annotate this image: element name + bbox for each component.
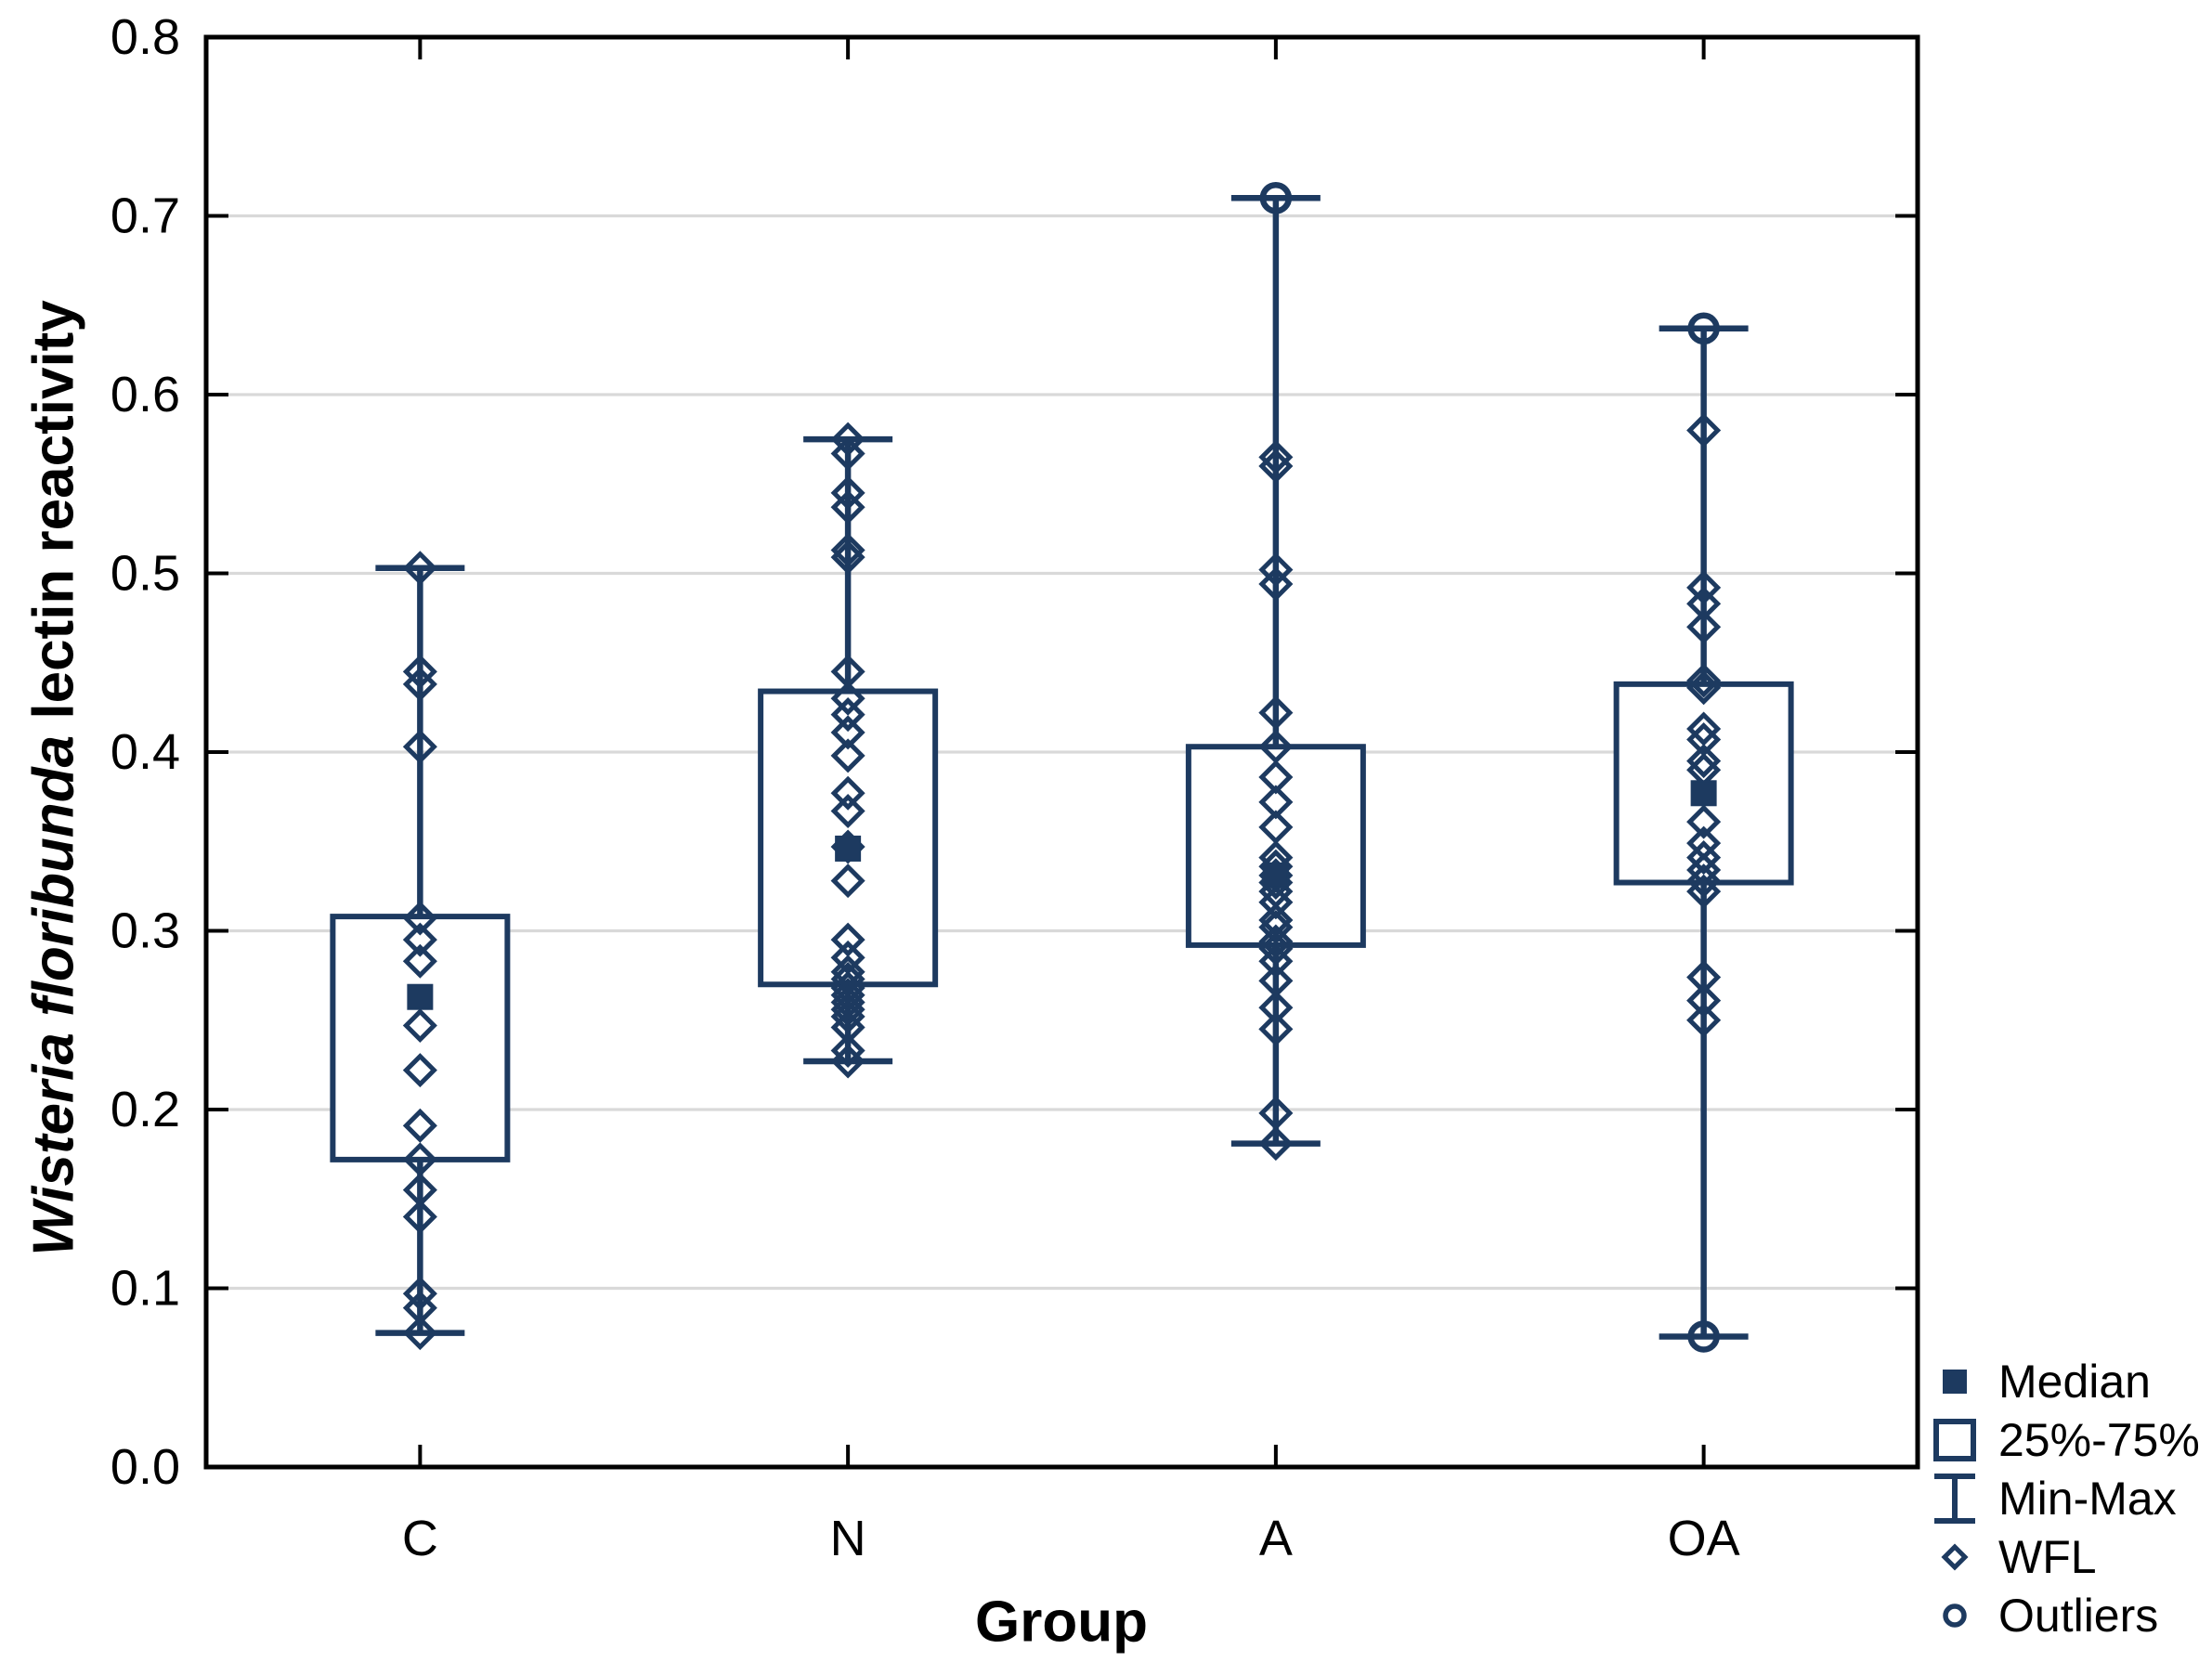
wfl-point-diamond	[1258, 943, 1294, 979]
wfl-point-diamond	[1258, 1011, 1294, 1046]
y-tick-label: 0.6	[111, 367, 180, 422]
wfl-point-diamond	[1686, 863, 1722, 899]
wfl-point-diamond	[1686, 874, 1722, 909]
wfl-point-diamond	[1686, 586, 1722, 621]
wfl-point-diamond	[830, 738, 865, 773]
wfl-point-diamond	[402, 667, 437, 702]
x-group-label: A	[1259, 1511, 1293, 1566]
y-axis-title: Wisteria floribunda lectin reactivity	[21, 300, 87, 1256]
legend-box-icon	[1933, 1419, 1976, 1461]
wfl-point-diamond	[1258, 439, 1294, 474]
legend-outlier-circle-icon	[1943, 1604, 1967, 1628]
wfl-point-diamond	[830, 793, 865, 829]
wfl-point-diamond	[1686, 570, 1722, 605]
wfl-point-diamond	[1686, 804, 1722, 839]
wfl-point-diamond	[402, 1199, 437, 1235]
y-axis-title-rest: lectin reactivity	[21, 300, 86, 735]
outlier-circle	[1687, 312, 1720, 345]
x-group-label: C	[402, 1511, 438, 1566]
wfl-point-diamond	[830, 697, 865, 733]
wfl-point-diamond	[830, 489, 865, 525]
wfl-point-diamond	[830, 1009, 865, 1045]
y-tick-label: 0.2	[111, 1082, 180, 1137]
wfl-point-diamond	[402, 551, 437, 586]
wfl-point-diamond	[830, 532, 865, 568]
y-tick-label: 0.4	[111, 724, 180, 780]
legend-label: Min-Max	[1998, 1473, 2177, 1525]
wfl-point-diamond	[830, 435, 865, 472]
wfl-point-diamond	[1686, 840, 1722, 876]
wfl-point-diamond	[830, 681, 865, 716]
legend-label: Outliers	[1998, 1590, 2158, 1642]
wfl-point-diamond	[830, 715, 865, 750]
median-square	[1262, 862, 1289, 889]
wfl-point-diamond	[402, 1007, 437, 1044]
wfl-point-diamond	[1258, 566, 1294, 602]
wfl-point-diamond	[1686, 1003, 1722, 1038]
wfl-point-diamond	[402, 729, 437, 764]
y-tick-label: 0.1	[111, 1261, 180, 1317]
legend-label: Median	[1998, 1356, 2151, 1408]
wfl-point-diamond	[402, 654, 437, 689]
wfl-point-diamond	[830, 422, 865, 457]
wfl-point-diamond	[1258, 695, 1294, 731]
wfl-point-diamond	[1258, 1126, 1294, 1162]
outlier-circle	[1259, 182, 1293, 214]
x-axis-title: Group	[975, 1590, 1148, 1655]
y-tick-label: 0.0	[111, 1439, 180, 1495]
wfl-point-diamond	[830, 922, 865, 957]
wfl-point-diamond	[830, 999, 865, 1034]
y-tick-label: 0.5	[111, 546, 180, 602]
wfl-point-diamond	[402, 943, 437, 979]
outlier-circle	[1687, 1320, 1720, 1353]
median-square	[835, 835, 862, 862]
wfl-point-diamond	[830, 992, 865, 1027]
wfl-point-diamond	[402, 922, 437, 957]
x-group-label: N	[830, 1511, 866, 1566]
wfl-point-diamond	[1258, 910, 1294, 945]
wfl-point-diamond	[402, 901, 437, 936]
y-axis-title-species: Wisteria floribunda	[21, 734, 86, 1256]
wfl-point-diamond	[1258, 931, 1294, 967]
wfl-point-diamond	[1686, 412, 1722, 448]
legend-median-icon	[1943, 1370, 1967, 1394]
wfl-point-diamond	[1686, 609, 1722, 644]
wfl-point-diamond	[1258, 924, 1294, 959]
median-square	[407, 983, 434, 1010]
wfl-point-diamond	[402, 1316, 437, 1351]
wfl-point-diamond	[1258, 990, 1294, 1025]
wfl-point-diamond	[830, 863, 865, 899]
legend-label: WFL	[1998, 1531, 2097, 1583]
wfl-point-diamond	[830, 1032, 865, 1069]
wfl-point-diamond	[1258, 552, 1294, 588]
wfl-point-diamond	[830, 978, 865, 1013]
y-tick-label: 0.8	[111, 9, 180, 65]
wfl-point-diamond	[1686, 983, 1722, 1019]
wfl-point-diamond	[1686, 663, 1722, 698]
wfl-point-diamond	[830, 1044, 865, 1079]
wfl-point-diamond	[1686, 960, 1722, 995]
wfl-point-diamond	[402, 1276, 437, 1311]
wfl-point-diamond	[1258, 448, 1294, 484]
y-tick-label: 0.7	[111, 188, 180, 244]
wfl-point-diamond	[830, 475, 865, 511]
wfl-point-diamond	[402, 1108, 437, 1143]
wfl-point-diamond	[1686, 744, 1722, 779]
legend-wfl-diamond-icon	[1941, 1543, 1969, 1571]
wfl-point-diamond	[402, 1053, 437, 1088]
wfl-point-diamond	[1686, 711, 1722, 747]
wfl-point-diamond	[830, 775, 865, 811]
wfl-point-diamond	[830, 539, 865, 575]
wfl-point-diamond	[1686, 670, 1722, 706]
legend-label: 25%-75%	[1998, 1414, 2200, 1466]
median-square	[1690, 780, 1717, 807]
y-tick-label: 0.3	[111, 903, 180, 959]
x-group-label: OA	[1668, 1511, 1740, 1566]
wfl-point-diamond	[1686, 852, 1722, 888]
